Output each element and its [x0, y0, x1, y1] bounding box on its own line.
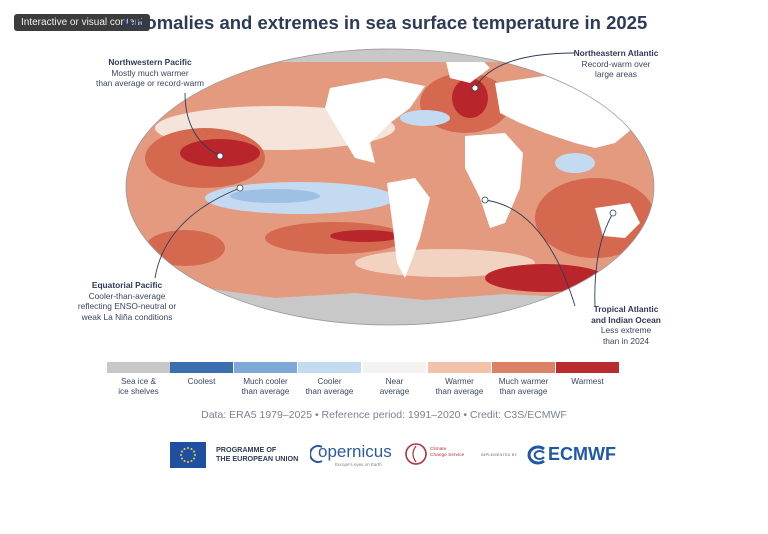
legend-item-sea-ice: Sea ice & ice shelves: [107, 362, 170, 397]
callout-text: Mostly much warmer: [111, 67, 189, 78]
callout-northeastern-atlantic: Northeastern Atlantic Record-warm over l…: [560, 48, 672, 80]
leader-line-eq-pacific: [154, 187, 241, 279]
callout-equatorial-pacific: Equatorial Pacific Cooler-than-average r…: [52, 280, 202, 322]
leader-line-ne-atlantic: [474, 52, 576, 89]
eu-programme-text: PROGRAMME OF THE EUROPEAN UNION: [216, 445, 299, 463]
callout-tropical-atlantic-indian: Tropical Atlantic and Indian Ocean Less …: [566, 304, 686, 346]
legend-swatch: [107, 362, 170, 373]
legend-item-cooler: Cooler than average: [298, 362, 361, 397]
warmest-region-ne-atlantic: [452, 78, 488, 118]
callout-text: large areas: [595, 69, 637, 80]
copernicus-tagline: Europe's eyes on Earth: [335, 462, 382, 467]
callout-text: Less extreme: [600, 325, 652, 336]
legend-swatch: [556, 362, 619, 373]
copernicus-logo-text: opernicus: [318, 442, 392, 461]
legend-label: Cooler than average: [305, 377, 354, 396]
north-america-land: [325, 78, 425, 163]
eu-flag-logo: [170, 442, 206, 468]
legend-swatch: [170, 362, 233, 373]
legend-swatch: [428, 362, 491, 373]
legend-swatch: [492, 362, 555, 373]
legend-swatch: [363, 362, 426, 373]
legend-label: Near average: [379, 377, 410, 396]
australia-land: [595, 203, 640, 238]
logo-strip: PROGRAMME OF THE EUROPEAN UNION opernicus…: [0, 438, 768, 472]
callout-heading: Northeastern Atlantic: [573, 48, 659, 58]
marker-nw-pacific: [216, 152, 224, 160]
callout-heading: Tropical Atlantic: [593, 304, 659, 314]
legend-swatch: [298, 362, 361, 373]
sst-anomaly-map: [125, 48, 655, 326]
much-warmer-region: [145, 230, 225, 266]
eu-stars-icon: [180, 447, 196, 463]
marker-indian-ocean: [609, 209, 617, 217]
callout-text: than in 2024: [602, 335, 650, 346]
legend-label: Sea ice & ice shelves: [118, 377, 159, 396]
callout-heading: Equatorial Pacific: [91, 280, 163, 290]
legend-item-coolest: Coolest: [170, 362, 233, 387]
legend-item-much-cooler: Much cooler than average: [234, 362, 297, 397]
callout-northwestern-pacific: Northwestern Pacific Mostly much warmer …: [80, 57, 220, 89]
much-cooler-region: [230, 189, 320, 203]
marker-tropical-atlantic: [481, 196, 489, 204]
callout-text: weak La Niña conditions: [81, 311, 173, 322]
africa-land: [465, 133, 523, 228]
cool-region: [400, 110, 450, 126]
south-america-land: [387, 178, 430, 278]
globe-outline: [125, 48, 655, 326]
legend-label: Warmest: [571, 377, 604, 386]
c3s-logo-text: Climate Change Service: [430, 447, 465, 458]
legend-item-warmest: Warmest: [556, 362, 619, 387]
warmest-region: [330, 230, 400, 242]
legend-item-much-warmer: Much warmer than average: [492, 362, 555, 397]
page-title: Anomalies and extremes in sea surface te…: [120, 12, 648, 33]
ecmwf-logo-text: ECMWF: [548, 444, 616, 464]
copernicus-c-icon: [310, 445, 323, 463]
legend-item-warmer: Warmer than average: [428, 362, 491, 397]
callout-text: Cooler-than-average: [88, 290, 166, 301]
ecmwf-logo-icon: [527, 445, 545, 465]
legend-swatch: [234, 362, 297, 373]
content-badge: Interactive or visual content: [14, 14, 150, 31]
marker-eq-pacific: [236, 184, 244, 192]
marker-ne-atlantic: [471, 84, 479, 92]
callout-heading: Northwestern Pacific: [108, 57, 192, 67]
legend-item-near-average: Near average: [363, 362, 426, 397]
implemented-by-text: IMPLEMENTED BY: [481, 453, 518, 457]
callout-text: than average or record-warm: [96, 78, 204, 89]
leader-line-nw-pacific: [184, 92, 221, 157]
callout-heading: and Indian Ocean: [591, 314, 661, 325]
c3s-logo-icon: [405, 443, 427, 465]
callout-text: reflecting ENSO-neutral or: [77, 301, 177, 312]
legend-label: Warmer than average: [435, 377, 484, 396]
legend-label: Much warmer than average: [498, 377, 549, 396]
leader-line-indian-ocean: [594, 212, 614, 307]
leader-line-tropical-atlantic: [484, 199, 576, 307]
cool-region: [555, 153, 595, 173]
legend-label: Coolest: [187, 377, 216, 386]
data-source-credit: Data: ERA5 1979–2025 • Reference period:…: [201, 409, 567, 421]
callout-text: Record-warm over: [581, 58, 651, 69]
legend-label: Much cooler than average: [241, 377, 290, 396]
warmest-region-south-indian: [485, 264, 605, 292]
